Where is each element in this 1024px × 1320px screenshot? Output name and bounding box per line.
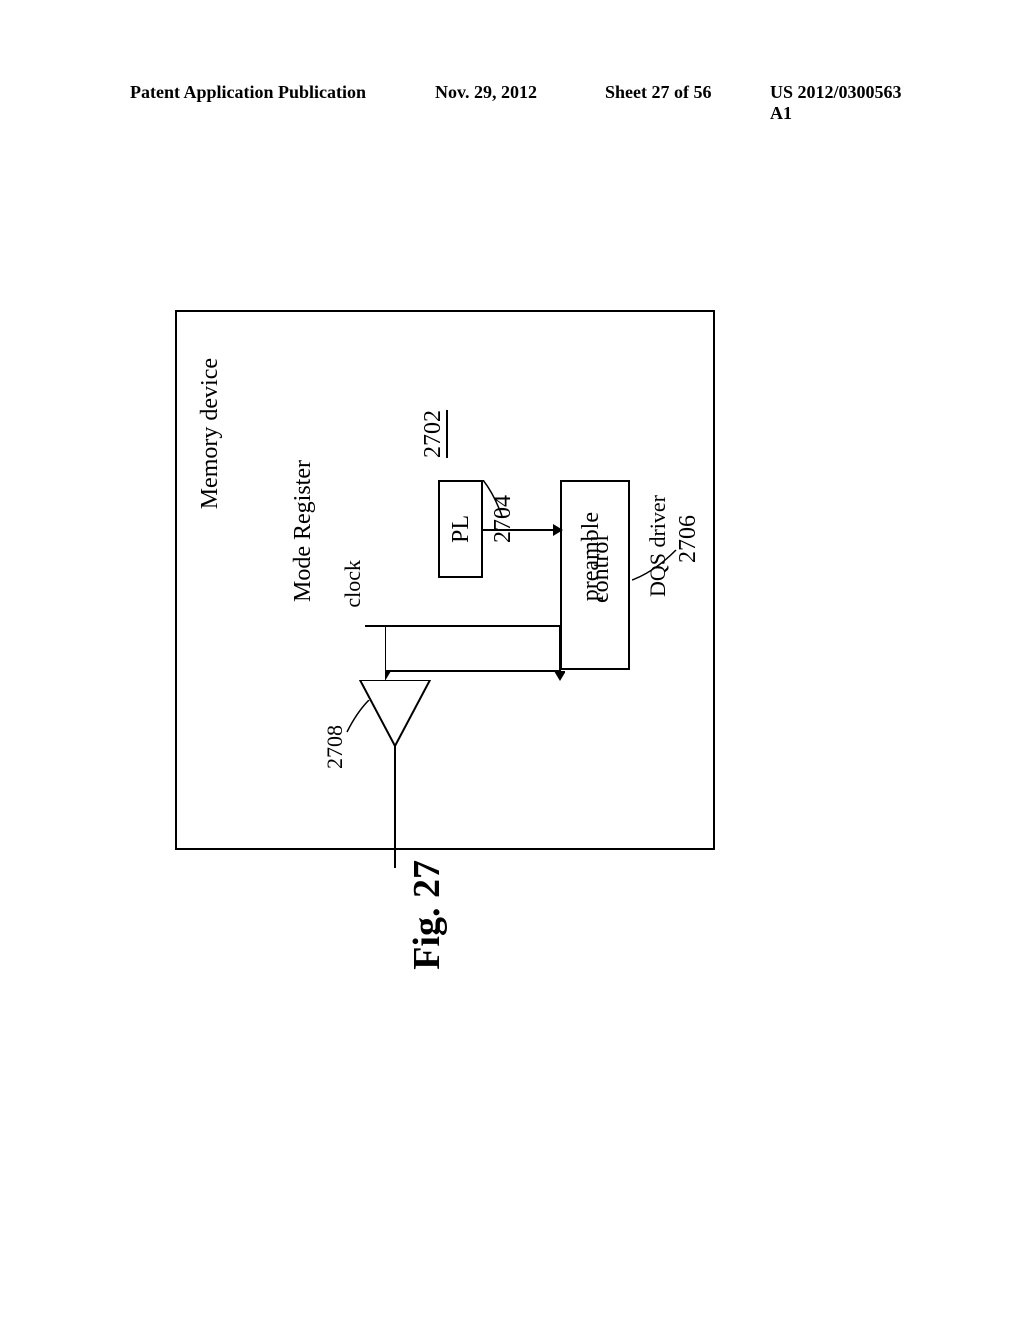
header-date: Nov. 29, 2012 (435, 82, 537, 103)
mode-register-label: Mode Register (290, 460, 317, 602)
figure-area: Memory device 2702 Mode Register 2704 PL… (175, 310, 715, 850)
dqs-output-line (393, 778, 397, 868)
dqs-driver-label: DQS driver (645, 495, 671, 597)
control-label: control (588, 535, 615, 603)
header-sheet: Sheet 27 of 56 (605, 82, 712, 103)
header-publication: Patent Application Publication (130, 82, 366, 103)
header-pubno: US 2012/0300563 A1 (770, 82, 924, 124)
figure-caption-text: Fig. 27 (405, 860, 449, 970)
clock-label: clock (340, 560, 366, 608)
leader-2708 (345, 700, 375, 736)
arrow-pl-to-preamble (483, 520, 563, 540)
memory-device-label: Memory device (197, 358, 224, 509)
pl-label: PL (448, 515, 475, 543)
ref-2702: 2702 (420, 410, 447, 458)
figure-caption: Fig. 27 (405, 860, 449, 980)
leader-2704 (480, 480, 510, 520)
